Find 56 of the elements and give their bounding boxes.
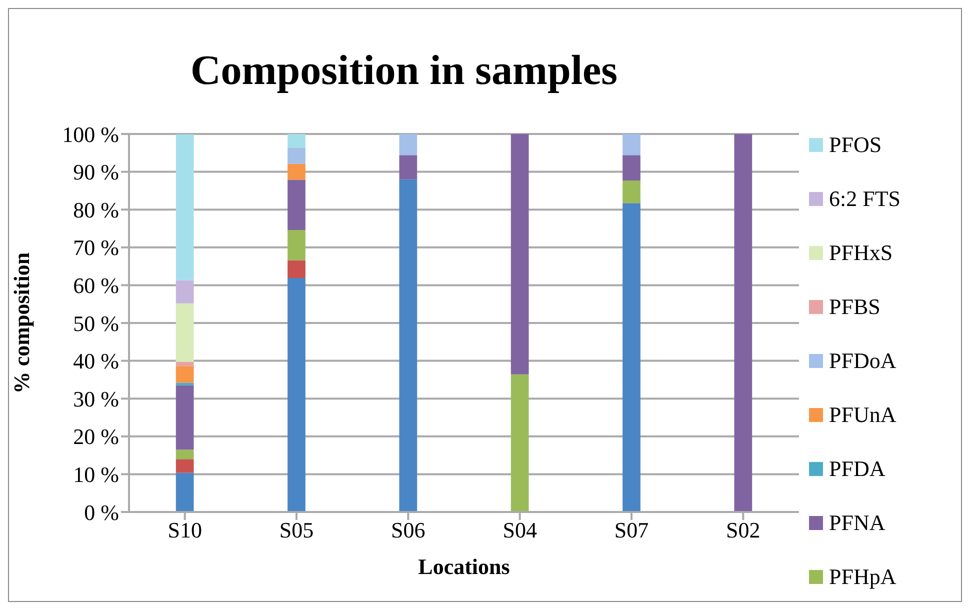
bar — [288, 180, 306, 230]
bar — [288, 278, 306, 512]
bar — [622, 134, 640, 156]
bar — [399, 155, 418, 180]
bar — [399, 134, 418, 156]
bar — [176, 472, 194, 512]
bar — [176, 280, 194, 304]
y-axis-title: % composition — [8, 252, 34, 394]
legend-label: PFBS — [829, 294, 880, 320]
bar — [622, 155, 640, 180]
bar — [176, 385, 194, 450]
bar — [288, 164, 306, 180]
chart-title: Composition in samples — [189, 47, 619, 95]
y-tick-label: 0 % — [84, 500, 119, 525]
y-tick-label: 100 % — [62, 122, 119, 147]
bar — [176, 134, 194, 280]
bar — [288, 148, 306, 164]
bar — [622, 203, 640, 512]
bar — [734, 134, 752, 512]
legend-label: PFDoA — [829, 348, 896, 374]
legend-label: PFUnA — [829, 402, 896, 428]
bar — [176, 382, 194, 386]
bar — [176, 366, 194, 383]
x-tick-label: S02 — [726, 518, 760, 543]
bar — [176, 450, 194, 460]
x-tick-label: S04 — [502, 518, 537, 543]
x-tick-label: S05 — [279, 518, 314, 543]
bar — [399, 179, 418, 512]
bar — [288, 230, 306, 260]
legend-label: PFHpA — [829, 564, 896, 590]
y-tick-label: 80 % — [73, 197, 119, 222]
y-tick-label: 30 % — [73, 386, 119, 412]
legend-label: PFDA — [829, 456, 886, 482]
legend-label: 6:2 FTS — [829, 186, 901, 212]
y-tick-label: 50 % — [73, 310, 119, 336]
legend-label: PFHxS — [829, 240, 893, 266]
y-tick-label: 60 % — [73, 273, 119, 298]
bar — [176, 459, 194, 473]
y-tick-label: 70 % — [73, 235, 119, 260]
legend-label: PFNA — [829, 510, 886, 536]
bar — [510, 374, 529, 512]
x-tick-label: S06 — [391, 518, 426, 543]
legend-label: PFOS — [829, 132, 882, 158]
y-tick-label: 20 % — [73, 424, 119, 450]
bar — [288, 260, 306, 278]
y-tick-label: 40 % — [73, 348, 119, 374]
y-tick-label: 90 % — [73, 160, 119, 185]
y-tick-label: 10 % — [73, 462, 119, 488]
bar — [176, 362, 194, 366]
bar — [510, 134, 529, 374]
bar — [622, 180, 640, 204]
x-tick-label: S07 — [614, 518, 649, 543]
x-axis-title: Locations — [418, 554, 510, 579]
x-tick-label: S10 — [168, 518, 202, 543]
bar — [176, 303, 194, 362]
bar — [288, 134, 306, 148]
